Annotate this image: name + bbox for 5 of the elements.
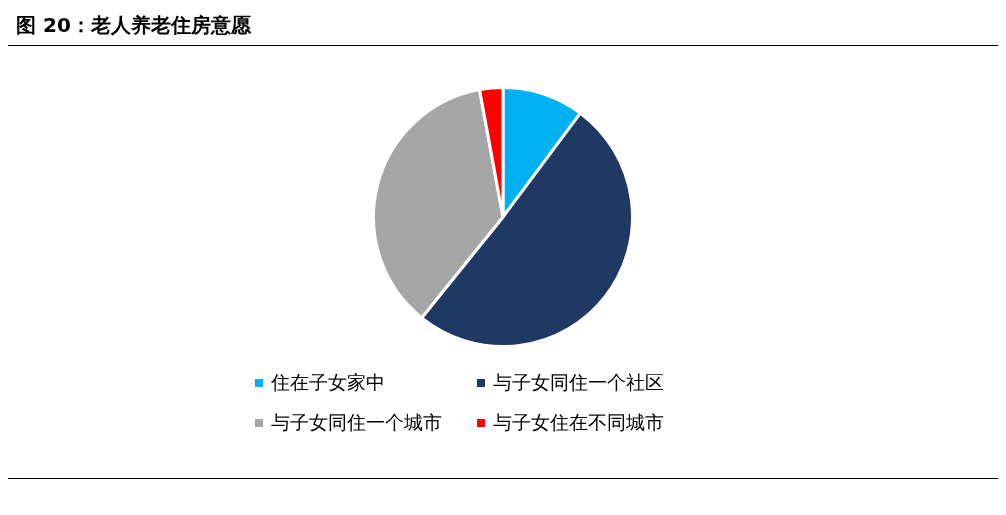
legend-label: 与子女同住一个城市 [271,410,442,435]
legend-label: 与子女住在不同城市 [493,410,664,435]
legend-label: 与子女同住一个社区 [493,370,664,395]
chart-title: 图 20：老人养老住房意愿 [8,8,998,46]
legend-label: 住在子女家中 [271,370,385,395]
